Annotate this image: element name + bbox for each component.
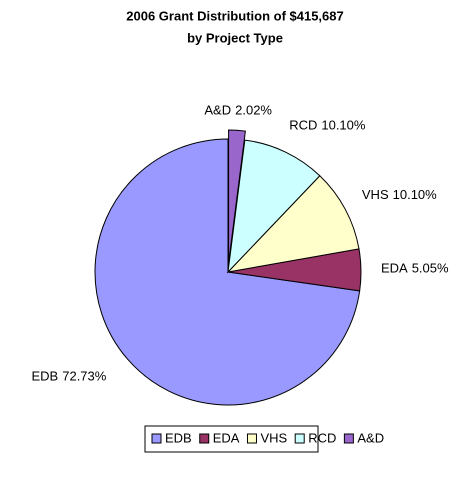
data-label-category: EDB <box>32 369 59 384</box>
legend-label: EDB <box>165 430 192 445</box>
legend-swatch <box>246 433 257 444</box>
data-label: VHS 10.10% <box>362 187 437 202</box>
data-label-value: 2.02% <box>235 103 272 118</box>
legend-label: RCD <box>308 430 336 445</box>
data-label-value: 72.73% <box>62 369 107 384</box>
data-label-category: EDA <box>381 261 408 276</box>
legend: EDB EDA VHS RCD A&D <box>144 425 384 453</box>
legend-label: VHS <box>260 430 287 445</box>
chart-title: 2006 Grant Distribution of $415,687 <box>126 8 343 23</box>
pie-slice <box>228 129 246 264</box>
data-label-value: 5.05% <box>412 261 449 276</box>
data-label-value: 10.10% <box>321 118 366 133</box>
data-label: EDB 72.73% <box>32 369 107 384</box>
data-label-category: RCD <box>289 118 317 133</box>
legend-box <box>144 425 319 453</box>
chart-title: by Project Type <box>187 30 283 45</box>
data-label: RCD 10.10% <box>289 118 366 133</box>
data-label-category: VHS <box>362 187 389 202</box>
legend-label: A&D <box>357 430 384 445</box>
legend-swatch <box>199 433 210 444</box>
pie-slice <box>226 175 360 273</box>
legend-swatch <box>151 433 162 444</box>
legend-label: EDA <box>213 430 240 445</box>
legend-swatch <box>294 433 305 444</box>
data-label: A&D 2.02% <box>204 103 272 118</box>
pie-slice <box>227 139 321 274</box>
data-label: EDA 5.05% <box>381 261 449 276</box>
data-label-value: 10.10% <box>393 187 438 202</box>
data-label-category: A&D <box>204 103 231 118</box>
legend-swatch <box>343 433 354 444</box>
